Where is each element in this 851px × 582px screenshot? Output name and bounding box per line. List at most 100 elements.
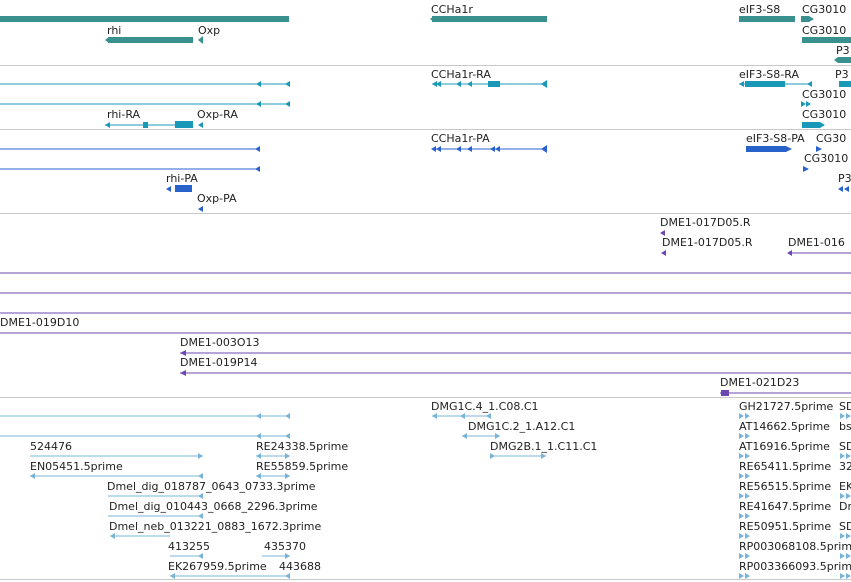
clone-label[interactable]: DME1-019D10 (0, 316, 80, 329)
est-label[interactable]: SD (839, 400, 851, 413)
protein-exon[interactable] (495, 146, 500, 152)
clone-label[interactable]: DME1-019P14 (180, 356, 258, 369)
est-label[interactable]: RE65411.5prime (739, 460, 832, 473)
transcript-exon[interactable] (745, 81, 785, 87)
gene-feature[interactable] (802, 37, 851, 43)
gene-label[interactable]: P3 (836, 44, 850, 57)
est-label[interactable]: Dmel_dig_018787_0643_0733.3prime (107, 480, 316, 493)
est-label[interactable]: Dmel_dig_010443_0668_2296.3prime (109, 500, 318, 513)
protein-label[interactable]: Oxp-PA (197, 192, 237, 205)
protein-exon[interactable] (436, 146, 441, 152)
est-label[interactable]: EK267959.5prime (168, 560, 267, 573)
gene-feature[interactable] (838, 57, 851, 63)
transcript-label[interactable]: rhi-RA (107, 108, 141, 121)
gene-feature[interactable] (432, 16, 547, 22)
est-label[interactable]: DMG1C.2_1.A12.C1 (468, 420, 576, 433)
est-label[interactable]: GH21727.5prime (739, 400, 834, 413)
transcript-label[interactable]: eIF3-S8-RA (739, 68, 799, 81)
transcript-exon[interactable] (739, 81, 744, 87)
transcript-exon[interactable] (432, 81, 437, 87)
protein-exon[interactable] (198, 206, 203, 212)
protein-label[interactable]: CG3010 (804, 152, 849, 165)
est-label[interactable]: DMG1C.4_1.C08.C1 (431, 400, 539, 413)
transcript-exon[interactable] (801, 101, 806, 107)
protein-exon[interactable] (746, 146, 786, 152)
protein-exon[interactable] (838, 186, 843, 192)
transcript-label[interactable]: CCHa1r-RA (431, 68, 491, 81)
protein-exon[interactable] (844, 186, 849, 192)
protein-exon[interactable] (456, 146, 461, 152)
gene-label[interactable]: rhi (107, 24, 122, 37)
protein-exon[interactable] (467, 146, 472, 152)
est-label[interactable]: SD (839, 440, 851, 453)
clone-label[interactable]: DME1-017D05.R (660, 216, 751, 229)
transcript-exon[interactable] (488, 81, 500, 87)
transcript-label[interactable]: Oxp-RA (197, 108, 238, 121)
est-label[interactable]: 443688 (279, 560, 321, 573)
transcript-exon[interactable] (806, 101, 811, 107)
protein-exon[interactable] (175, 185, 192, 192)
clone-label[interactable]: DME1-016 (788, 236, 845, 249)
protein-exon[interactable] (803, 166, 809, 172)
est-label[interactable]: 435370 (264, 540, 306, 553)
transcript-exon[interactable] (820, 122, 825, 128)
gene-label[interactable]: CG3010 (802, 3, 847, 16)
est-label[interactable]: RE50951.5prime (739, 520, 832, 533)
clone-label[interactable]: DME1-003O13 (180, 336, 260, 349)
clone-feature[interactable] (660, 230, 665, 236)
gene-label[interactable]: CG3010 (802, 24, 847, 37)
est-label[interactable]: RE41647.5prime (739, 500, 832, 513)
gene-feature[interactable] (0, 16, 289, 22)
est-label[interactable]: RE24338.5prime (256, 440, 349, 453)
protein-label[interactable]: eIF3-S8-PA (746, 132, 805, 145)
clone-feature[interactable] (661, 250, 666, 256)
gene-feature[interactable] (198, 36, 203, 44)
transcript-label[interactable]: P3 (835, 68, 849, 81)
est-label[interactable]: DMG2B.1_1.C11.C1 (490, 440, 598, 453)
transcript-exon[interactable] (285, 81, 290, 87)
est-label[interactable]: EK (839, 480, 851, 493)
transcript-exon[interactable] (105, 122, 110, 128)
clone-label[interactable]: DME1-021D23 (720, 376, 800, 389)
est-label[interactable]: Dmel_neb_013221_0883_1672.3prime (109, 520, 322, 533)
transcript-exon[interactable] (436, 81, 441, 87)
protein-exon[interactable] (431, 146, 436, 152)
transcript-exon[interactable] (256, 81, 261, 87)
transcript-exon[interactable] (802, 122, 820, 128)
transcript-exon[interactable] (198, 122, 203, 128)
est-label[interactable]: bs (839, 420, 851, 433)
transcript-exon[interactable] (541, 80, 547, 88)
protein-label[interactable]: rhi-PA (166, 172, 198, 185)
protein-exon[interactable] (541, 145, 547, 153)
protein-exon[interactable] (166, 186, 171, 192)
protein-exon[interactable] (816, 146, 822, 152)
gene-feature[interactable] (801, 16, 809, 22)
gene-label[interactable]: CCHa1r (431, 3, 473, 16)
clone-label[interactable]: DME1-017D05.R (662, 236, 753, 249)
protein-exon[interactable] (786, 146, 792, 152)
protein-exon[interactable] (255, 166, 260, 172)
gene-label[interactable]: eIF3-S8 (739, 3, 781, 16)
est-label[interactable]: 32 (839, 460, 851, 473)
est-label[interactable]: RE56515.5prime (739, 480, 832, 493)
transcript-exon[interactable] (143, 122, 148, 128)
transcript-exon[interactable] (175, 121, 193, 128)
transcript-exon[interactable] (807, 81, 812, 87)
protein-exon[interactable] (255, 146, 260, 152)
protein-label[interactable]: CCHa1r-PA (431, 132, 490, 145)
est-label[interactable]: 413255 (168, 540, 210, 553)
est-label[interactable]: AT16916.5prime (739, 440, 830, 453)
transcript-exon[interactable] (285, 101, 290, 107)
transcript-label[interactable]: CG3010 (802, 88, 847, 101)
est-label[interactable]: Dr (839, 500, 851, 513)
est-label[interactable]: EN05451.5prime (30, 460, 123, 473)
transcript-exon[interactable] (839, 81, 851, 87)
transcript-exon[interactable] (467, 81, 472, 87)
est-label[interactable]: 524476 (30, 440, 72, 453)
est-label[interactable]: AT14662.5prime (739, 420, 830, 433)
protein-exon[interactable] (490, 146, 495, 152)
gene-feature[interactable] (739, 16, 795, 22)
est-label[interactable]: SD (839, 520, 851, 533)
protein-label[interactable]: P3 (838, 172, 851, 185)
clone-feature[interactable] (721, 390, 729, 396)
